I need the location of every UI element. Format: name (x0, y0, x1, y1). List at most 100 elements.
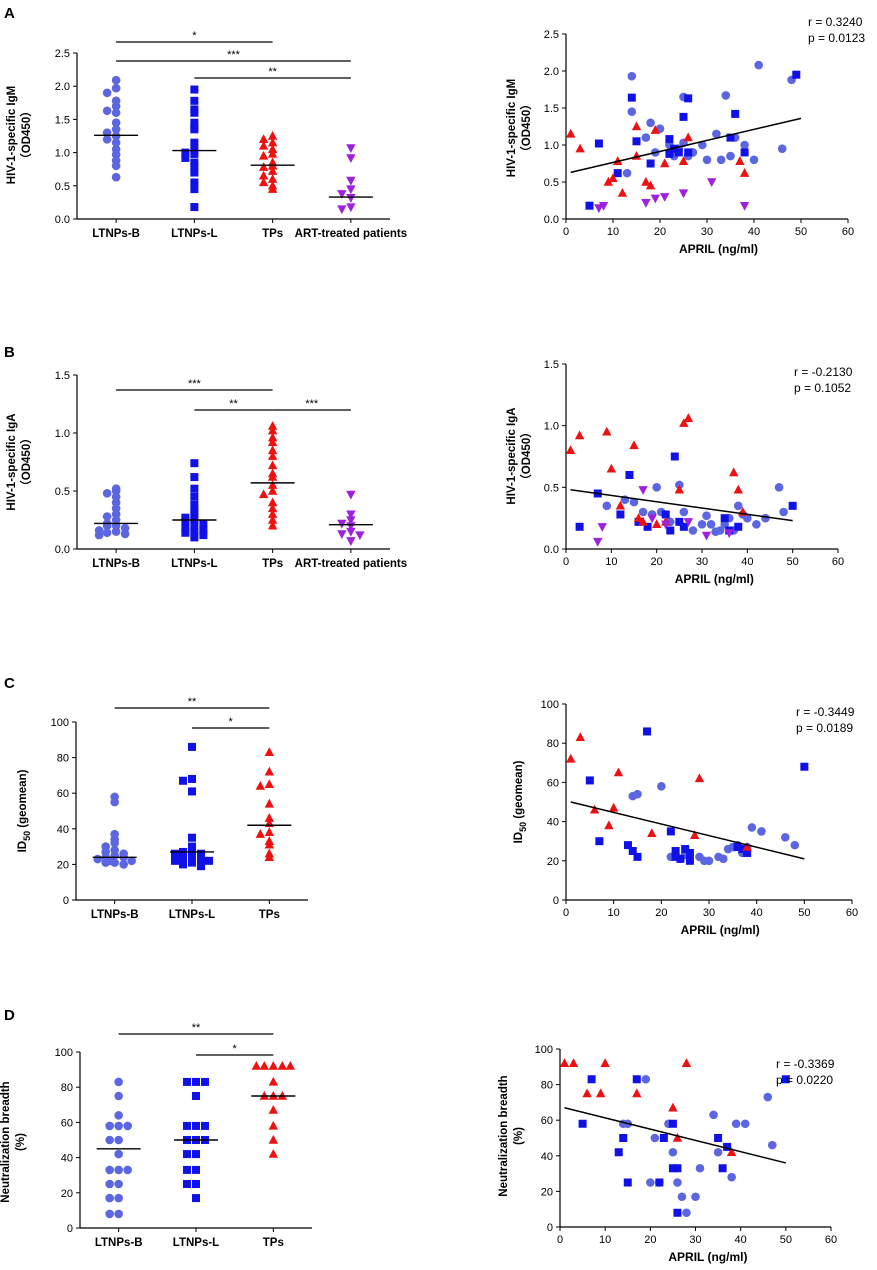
y-tick-label: 20 (547, 856, 559, 868)
y-label-part: ID (17, 841, 29, 853)
data-point (595, 1088, 606, 1098)
data-point (641, 199, 651, 208)
data-point (707, 178, 717, 188)
significance-label: ** (268, 66, 277, 78)
data-point (114, 1111, 123, 1120)
y-axis-label-line2: （OD450） (519, 426, 533, 485)
data-point (665, 149, 674, 158)
data-point (777, 144, 787, 153)
x-tick-label: 0 (563, 907, 569, 919)
category-label: ART-treated patients (295, 228, 407, 240)
data-point (264, 839, 275, 849)
correlation-p: p = 0.0123 (808, 31, 865, 45)
x-tick-label: 10 (608, 907, 620, 919)
data-point (733, 843, 742, 852)
data-point (264, 798, 275, 808)
data-point (179, 860, 187, 869)
y-tick-label: 2.0 (55, 81, 70, 93)
data-point (267, 520, 278, 530)
data-point (190, 163, 199, 172)
data-point (622, 168, 632, 178)
data-point (646, 159, 655, 168)
data-point (726, 133, 735, 142)
data-point (585, 201, 594, 210)
data-point (197, 849, 205, 858)
data-point (800, 762, 809, 771)
y-tick-label: 2.0 (544, 66, 559, 78)
data-point (346, 490, 356, 500)
y-tick-label: 60 (61, 1117, 73, 1129)
y-axis-label: Neutralization breadth (%) (0, 1081, 27, 1202)
data-point (110, 797, 119, 807)
data-point (641, 1074, 651, 1084)
data-point (267, 480, 278, 489)
y-tick-label: 40 (61, 1153, 73, 1165)
data-point (190, 149, 199, 158)
y-axis-label: Neutralization breadth (%) (498, 1075, 525, 1196)
data-point (641, 133, 651, 142)
data-point (268, 1134, 279, 1144)
data-point (731, 109, 740, 118)
y-tick-label: 2.5 (55, 48, 70, 60)
data-point (720, 520, 729, 529)
correlation-r: r = -0.3449 (796, 705, 855, 719)
data-point (337, 190, 347, 199)
data-point (268, 1120, 279, 1130)
data-point (337, 530, 347, 540)
data-point (267, 514, 278, 524)
category-label: LTNPs-B (92, 558, 140, 570)
data-point (267, 471, 278, 481)
data-point (606, 463, 617, 473)
significance-label: * (192, 30, 197, 42)
data-point (781, 1075, 790, 1084)
y-tick-label: 0.0 (544, 544, 559, 556)
data-point (683, 413, 694, 422)
y-tick-label: 60 (57, 788, 69, 800)
x-tick-label: 0 (563, 556, 569, 568)
category-label: LTNPs-B (91, 909, 139, 921)
data-point (646, 118, 655, 128)
data-point (763, 1092, 773, 1102)
data-point (101, 858, 110, 867)
data-point (660, 193, 670, 202)
data-point (608, 173, 618, 182)
data-point (111, 108, 121, 118)
data-point (285, 1060, 296, 1070)
correlation-r: r = -0.3369 (776, 1057, 835, 1071)
y-axis-label-line2: (%) (513, 1127, 525, 1145)
data-point (757, 827, 766, 836)
x-tick-label: 10 (599, 1234, 611, 1246)
data-point (188, 742, 196, 751)
y-tick-label: 0.0 (544, 214, 559, 226)
data-point (678, 189, 689, 199)
y-axis-label: HIV-1-specific IgM （OD450） (506, 79, 533, 177)
data-point (267, 148, 278, 158)
data-point (188, 846, 196, 855)
x-tick-label: 60 (825, 1234, 837, 1246)
data-point (183, 1180, 191, 1188)
y-tick-label: 0 (547, 1222, 553, 1234)
data-point (267, 432, 278, 442)
data-point (749, 155, 759, 165)
data-point (716, 155, 726, 165)
data-point (595, 837, 604, 846)
data-point (594, 204, 604, 213)
data-point (608, 802, 619, 812)
data-point (738, 845, 747, 854)
data-point (114, 1077, 123, 1087)
correlation-r: r = -0.2130 (794, 365, 853, 379)
data-point (190, 459, 199, 468)
data-point (721, 91, 731, 100)
chart-C-left: C 0 20 40 60 80 100 ID50 (geomean) LTNPs-B LTNPs-… (4, 675, 308, 921)
significance-label: *** (305, 398, 319, 410)
data-point (268, 1104, 279, 1114)
data-point (631, 121, 642, 131)
data-point (614, 1148, 623, 1157)
data-point (267, 445, 278, 455)
data-point (671, 847, 680, 855)
x-tick-label: 20 (655, 907, 667, 919)
data-point (671, 852, 680, 861)
data-point (792, 70, 801, 79)
data-point (190, 85, 199, 94)
x-tick-label: 0 (557, 1234, 563, 1246)
